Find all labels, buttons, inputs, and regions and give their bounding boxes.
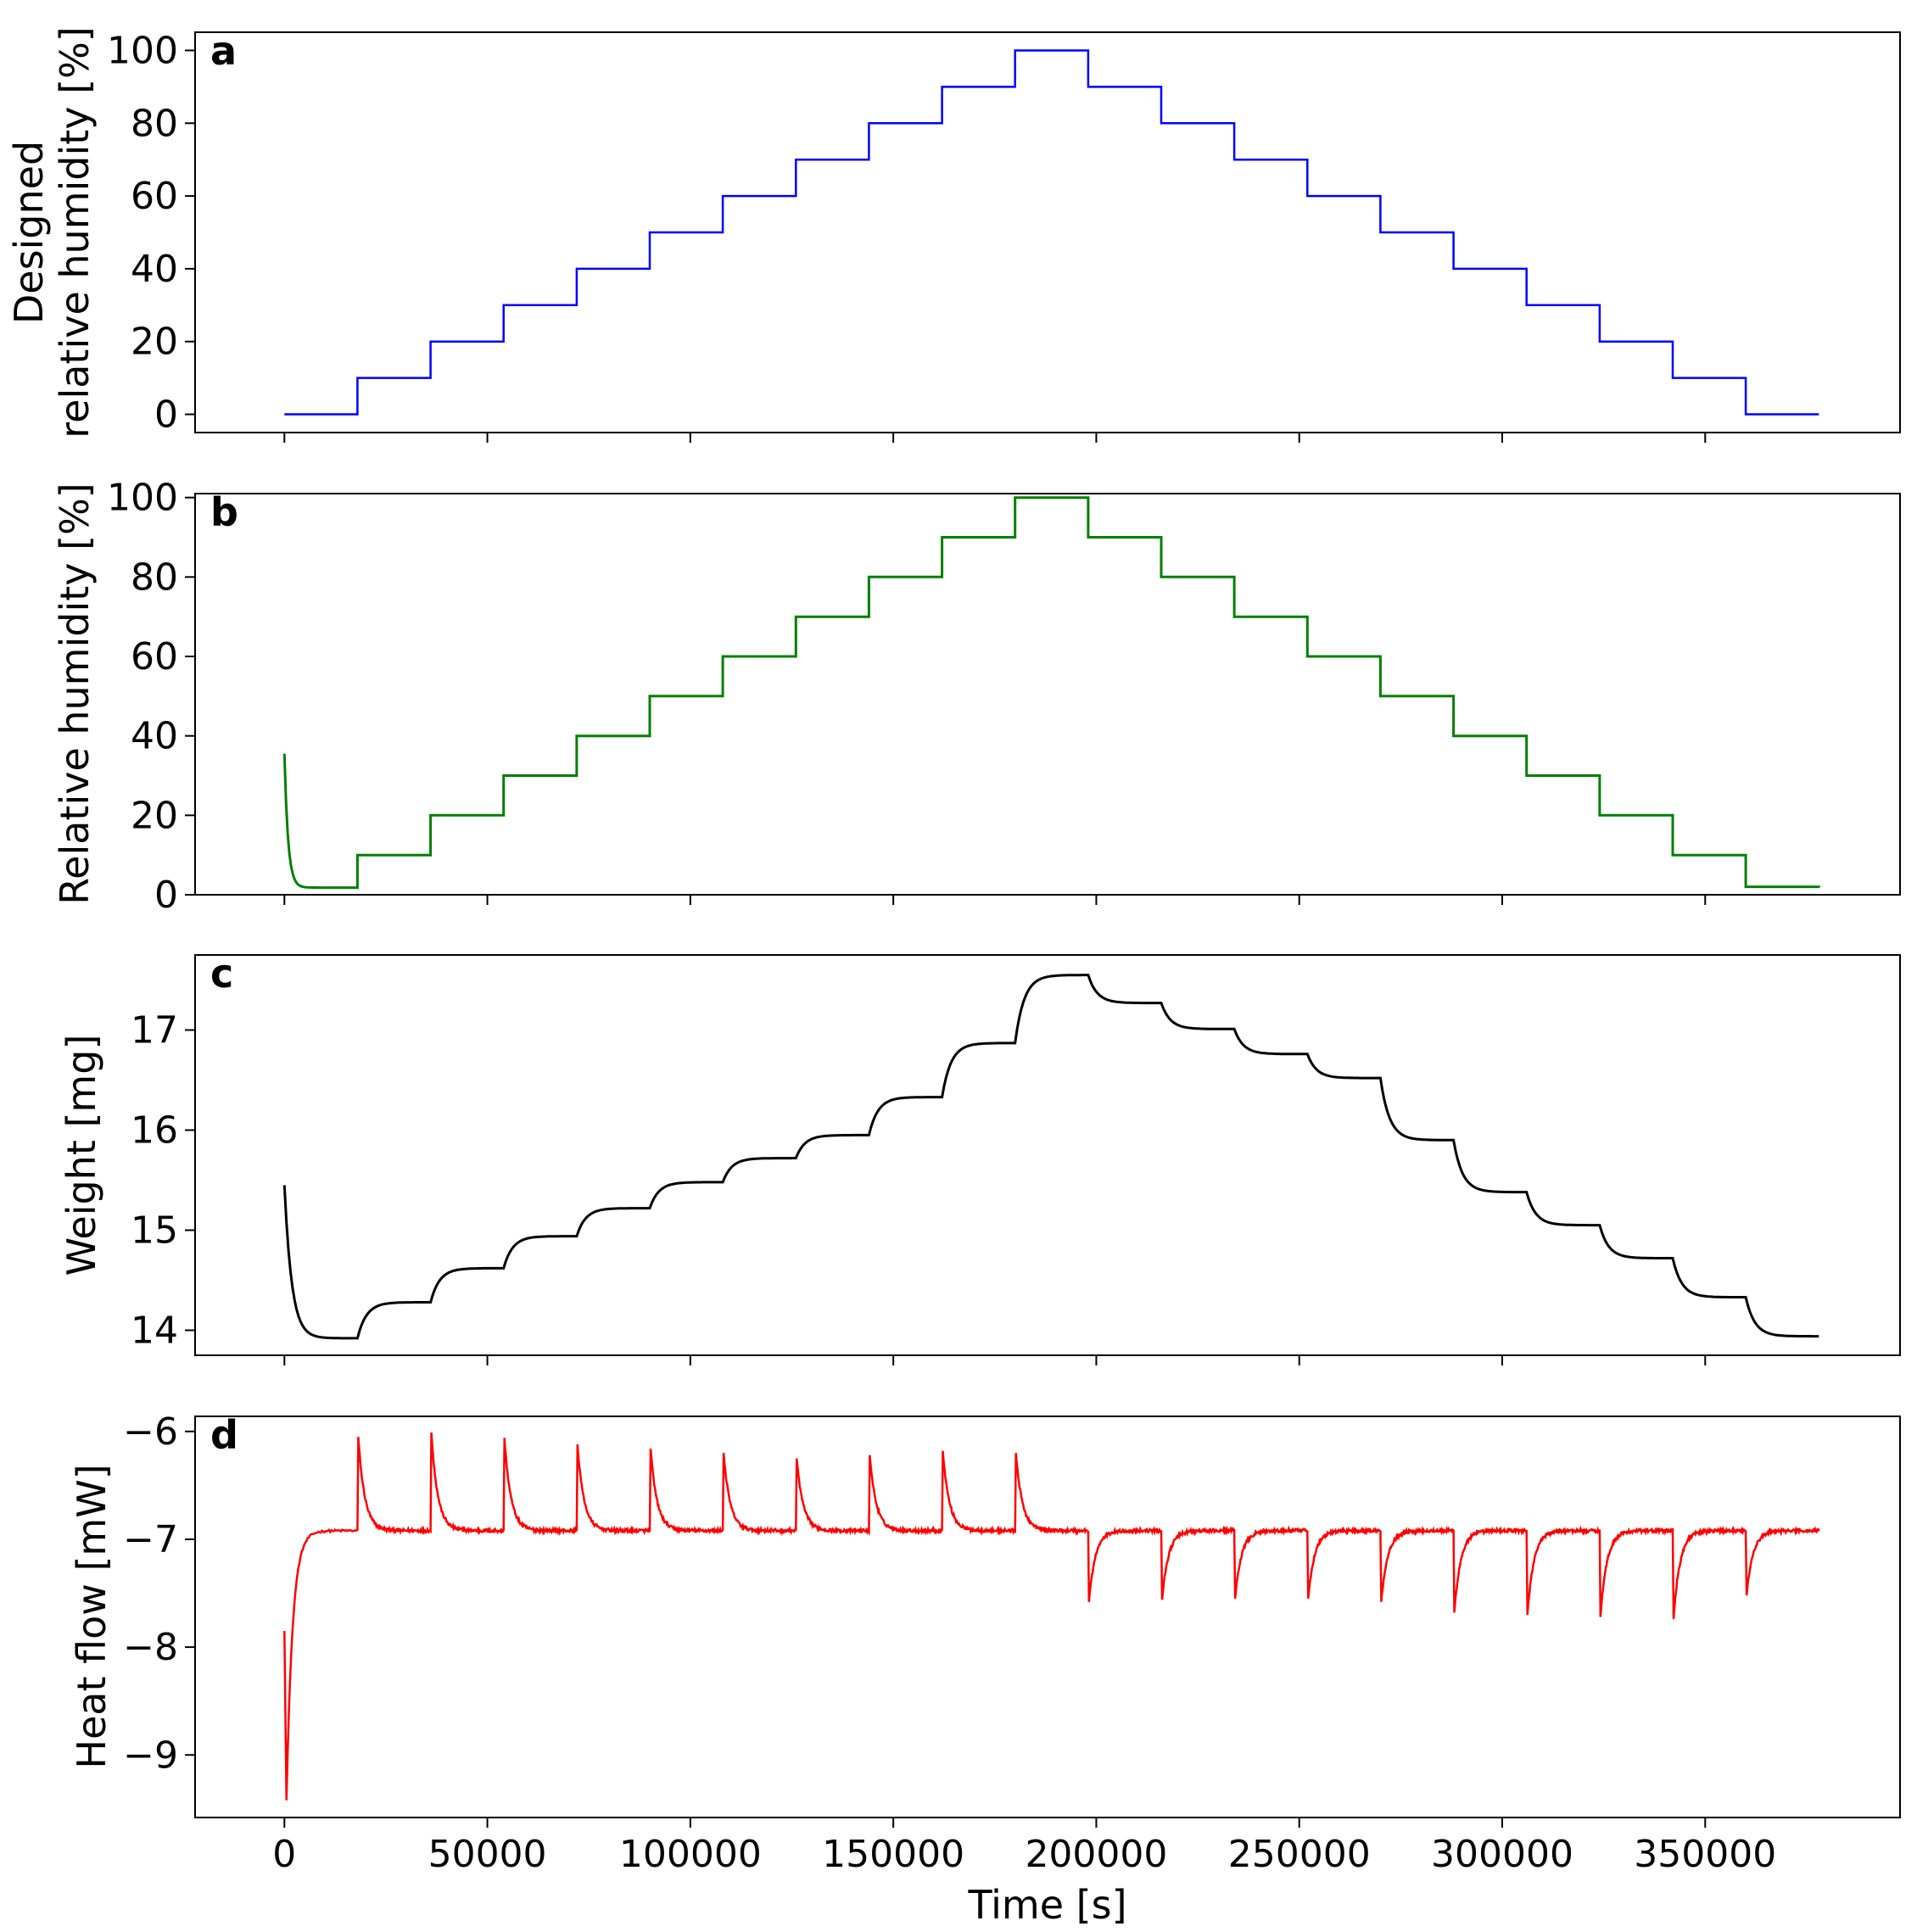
panel-d-y-ticks: −9 −8 −7 −6 (123, 1410, 195, 1777)
panel-a-ylabel-line2: relative humidity [%] (52, 26, 98, 438)
panel-a-y-tick-label: 60 (131, 175, 178, 218)
x-tick-label: 150000 (822, 1833, 964, 1876)
panel-d-x-ticks: 0 50000 100000 150000 200000 250000 300000 3500… (272, 1818, 1776, 1876)
panel-d-letter: d (210, 1412, 238, 1458)
x-tick-label: 250000 (1228, 1833, 1371, 1876)
panel-b-y-tick-label: 60 (131, 635, 178, 678)
x-tick-label: 350000 (1634, 1833, 1776, 1876)
panel-a-y-tick-label: 0 (154, 394, 178, 437)
panel-a-series-line (284, 49, 1819, 416)
panel-b-ylabel: Relative humidity [%] (52, 483, 98, 905)
panel-d-series-line (283, 1432, 1820, 1801)
panel-c-y-ticks: 14 15 16 17 (131, 1009, 195, 1353)
panel-c-x-ticks (283, 1355, 1707, 1365)
panel-b-y-ticks: 0 20 40 60 80 100 (107, 477, 195, 917)
panel-a-letter: a (210, 28, 237, 74)
panel-c-series-line (282, 974, 1819, 1340)
panel-d-y-tick-label: −7 (123, 1518, 178, 1561)
panel-a: 0 20 40 60 80 100 a Designed relative humidit… (6, 26, 1901, 443)
panel-a-y-tick-label: 40 (131, 248, 178, 291)
panel-d-frame (194, 1415, 1901, 1818)
panel-c-ylabel: Weight [mg] (59, 1035, 104, 1276)
panel-d-y-tick-label: −9 (123, 1734, 178, 1777)
x-tick-label: 300000 (1431, 1833, 1573, 1876)
panel-b-frame (194, 493, 1901, 896)
panel-b-y-tick-label: 0 (154, 874, 178, 917)
panel-a-y-tick-label: 20 (131, 321, 178, 364)
panel-c-y-tick-label: 16 (131, 1109, 178, 1153)
x-tick-label: 200000 (1025, 1833, 1167, 1876)
panel-a-x-ticks (283, 433, 1707, 443)
panel-a-frame (194, 31, 1901, 433)
panel-b: 0 20 40 60 80 100 b Relative humidity [%] (52, 477, 1901, 917)
panel-b-x-ticks (283, 895, 1707, 905)
panel-c: 14 15 16 17 c Weight [mg] (59, 951, 1901, 1365)
panel-b-y-tick-label: 80 (131, 556, 178, 599)
panel-b-y-tick-label: 100 (107, 477, 178, 520)
panel-c-letter: c (210, 951, 233, 997)
x-tick-label: 50000 (428, 1833, 547, 1876)
panel-d-y-tick-label: −6 (123, 1410, 178, 1454)
panel-b-y-tick-label: 20 (131, 794, 178, 837)
panel-b-y-tick-label: 40 (131, 715, 178, 758)
panel-c-y-tick-label: 14 (131, 1309, 178, 1353)
panel-c-frame (194, 954, 1901, 1356)
panel-a-ylabel-line1: Designed (6, 141, 52, 324)
panel-c-y-tick-label: 17 (131, 1009, 178, 1053)
panel-d: −9 −8 −7 −6 0 50000 100000 150000 200000 250000 3… (69, 1410, 1901, 1928)
x-axis-label: Time [s] (967, 1882, 1126, 1928)
panel-d-y-tick-label: −8 (123, 1626, 178, 1669)
panel-a-y-ticks: 0 20 40 60 80 100 (107, 29, 195, 437)
panel-c-y-tick-label: 15 (131, 1209, 178, 1253)
panel-b-letter: b (210, 489, 238, 535)
x-tick-label: 0 (272, 1833, 296, 1876)
x-tick-label: 100000 (619, 1833, 762, 1876)
panel-a-y-tick-label: 80 (131, 102, 178, 145)
panel-d-ylabel: Heat flow [mW] (69, 1464, 115, 1768)
panel-b-series-line (282, 496, 1820, 890)
panel-a-y-tick-label: 100 (107, 29, 178, 72)
